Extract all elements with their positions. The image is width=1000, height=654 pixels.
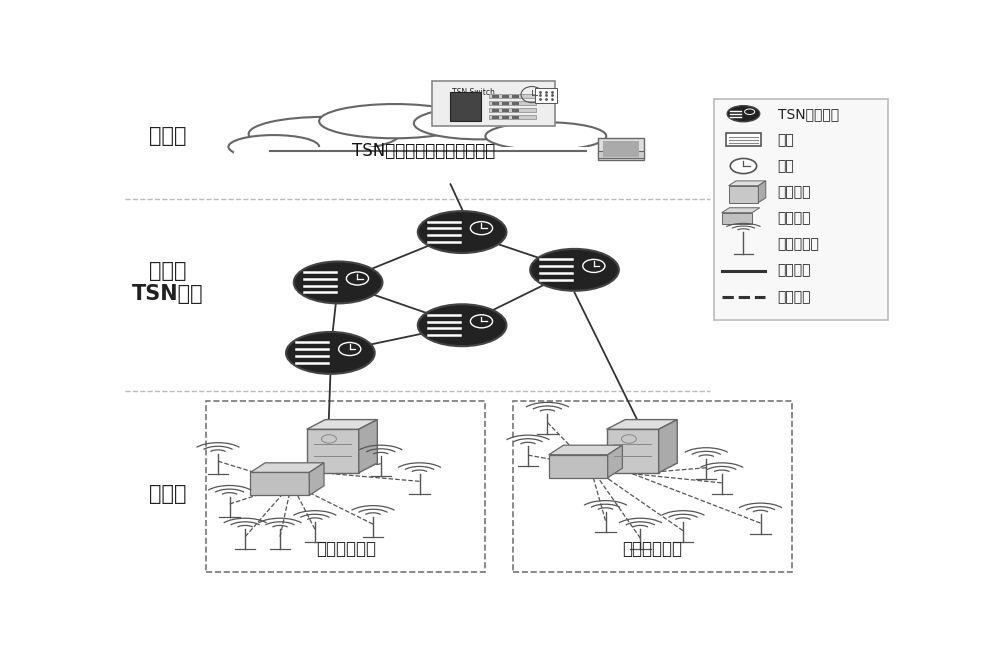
- Text: 工业现场网络: 工业现场网络: [622, 540, 682, 558]
- FancyBboxPatch shape: [502, 101, 509, 105]
- Text: TSN Switch: TSN Switch: [452, 88, 495, 97]
- FancyBboxPatch shape: [603, 141, 639, 157]
- FancyBboxPatch shape: [489, 94, 536, 98]
- Ellipse shape: [418, 304, 506, 346]
- FancyBboxPatch shape: [502, 109, 509, 112]
- Polygon shape: [307, 420, 377, 429]
- FancyBboxPatch shape: [512, 116, 519, 119]
- Ellipse shape: [418, 211, 506, 253]
- Polygon shape: [549, 455, 608, 477]
- Ellipse shape: [485, 122, 606, 150]
- Text: 时钟: 时钟: [778, 159, 794, 173]
- FancyBboxPatch shape: [502, 116, 509, 119]
- Polygon shape: [722, 213, 752, 224]
- Text: TSN交换设备: TSN交换设备: [778, 107, 839, 121]
- Text: 传感器节点: 传感器节点: [778, 237, 819, 252]
- Ellipse shape: [414, 107, 545, 139]
- FancyBboxPatch shape: [598, 138, 644, 160]
- FancyBboxPatch shape: [535, 88, 557, 103]
- Ellipse shape: [228, 135, 319, 159]
- Ellipse shape: [319, 104, 470, 138]
- FancyBboxPatch shape: [432, 81, 555, 126]
- FancyBboxPatch shape: [512, 95, 519, 97]
- Polygon shape: [250, 463, 324, 472]
- Polygon shape: [359, 420, 377, 473]
- Text: 无线通信: 无线通信: [778, 290, 811, 303]
- Polygon shape: [729, 186, 758, 203]
- Text: 工业现场网络: 工业现场网络: [316, 540, 376, 558]
- FancyBboxPatch shape: [489, 115, 536, 119]
- Text: 网关设备: 网关设备: [778, 185, 811, 199]
- FancyBboxPatch shape: [492, 101, 499, 105]
- FancyBboxPatch shape: [714, 99, 888, 320]
- Polygon shape: [608, 445, 622, 477]
- Text: 路由设备: 路由设备: [778, 211, 811, 226]
- Text: 车间级
TSN网络: 车间级 TSN网络: [132, 261, 203, 304]
- Ellipse shape: [294, 262, 382, 303]
- FancyBboxPatch shape: [489, 108, 536, 112]
- FancyBboxPatch shape: [489, 101, 536, 105]
- Polygon shape: [309, 463, 324, 495]
- FancyBboxPatch shape: [502, 95, 509, 97]
- FancyBboxPatch shape: [492, 109, 499, 112]
- Polygon shape: [250, 472, 309, 495]
- Text: 现场级: 现场级: [149, 484, 186, 504]
- FancyBboxPatch shape: [450, 92, 481, 120]
- Text: 序列: 序列: [778, 133, 794, 147]
- Polygon shape: [758, 181, 766, 203]
- Polygon shape: [722, 208, 760, 213]
- Polygon shape: [659, 420, 677, 473]
- FancyBboxPatch shape: [512, 101, 519, 105]
- Ellipse shape: [286, 332, 375, 374]
- Polygon shape: [307, 429, 359, 473]
- Polygon shape: [729, 181, 766, 186]
- FancyBboxPatch shape: [598, 152, 644, 158]
- Text: 有线通信: 有线通信: [778, 264, 811, 277]
- FancyBboxPatch shape: [726, 133, 761, 146]
- Polygon shape: [607, 429, 659, 473]
- Ellipse shape: [254, 128, 616, 171]
- Polygon shape: [607, 420, 677, 429]
- FancyBboxPatch shape: [492, 116, 499, 119]
- FancyBboxPatch shape: [512, 109, 519, 112]
- Ellipse shape: [730, 158, 757, 173]
- Text: 企业级: 企业级: [149, 126, 186, 146]
- FancyBboxPatch shape: [492, 95, 499, 97]
- Ellipse shape: [530, 249, 619, 291]
- Text: TSN网络管理者、可视化界面: TSN网络管理者、可视化界面: [352, 143, 495, 160]
- Polygon shape: [549, 445, 622, 455]
- Ellipse shape: [727, 106, 760, 122]
- Ellipse shape: [249, 117, 400, 151]
- FancyBboxPatch shape: [234, 147, 637, 175]
